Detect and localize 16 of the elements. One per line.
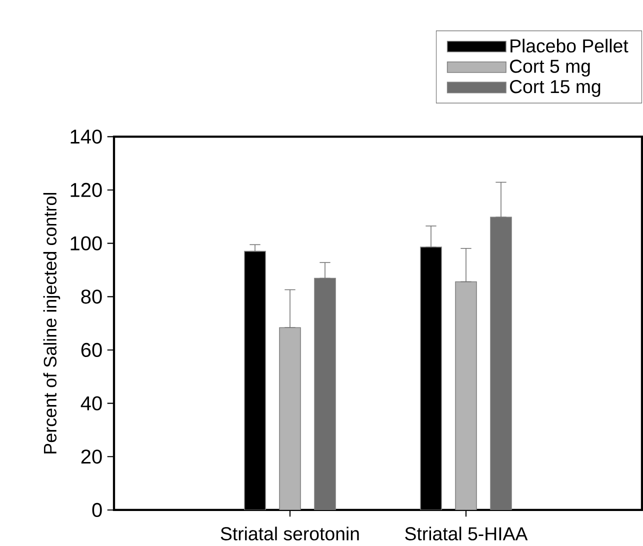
y-tick-label: 80 (81, 290, 102, 304)
y-tick-label: 100 (70, 236, 102, 250)
legend-label: Placebo Pellet (510, 38, 628, 53)
y-tick-label: 140 (70, 130, 102, 144)
y-tick-label: 120 (70, 182, 102, 198)
y-tick-label: 20 (81, 450, 102, 464)
legend-label: Cort 5 mg (510, 60, 590, 77)
x-tick-label: Striatal serotonin (220, 526, 359, 540)
y-tick-label: 40 (80, 396, 102, 410)
legend-label: Cort 15 mg (510, 80, 600, 97)
y-axis-title: Percent of Saline injected control (43, 192, 60, 454)
y-tick-label: 60 (81, 342, 102, 358)
bar (279, 327, 301, 510)
x-tick-label: Striatal 5-HIAA (405, 526, 528, 540)
bar (455, 281, 477, 510)
y-tick-label: 0 (92, 502, 102, 518)
